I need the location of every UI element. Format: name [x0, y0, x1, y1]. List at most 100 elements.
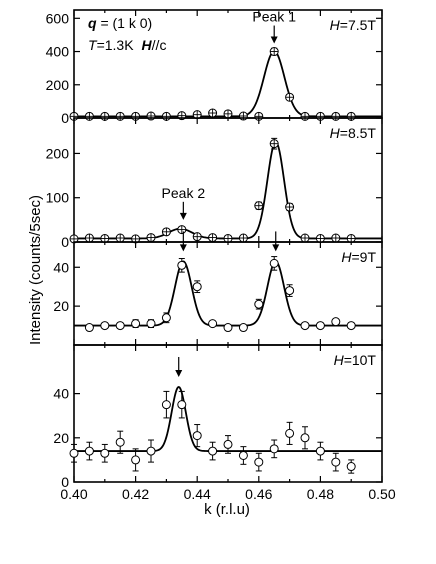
data-point	[300, 111, 310, 121]
point-marker	[84, 446, 94, 456]
point-marker	[346, 462, 356, 472]
x-tick-label: 0.40	[60, 486, 87, 502]
y-tick-label: 0	[61, 110, 69, 126]
data-point	[177, 258, 187, 273]
temperature-value: =1.3K	[97, 37, 135, 53]
data-point	[300, 426, 310, 450]
data-point	[146, 439, 156, 463]
x-tick-label: 0.44	[184, 486, 211, 502]
peak-arrow-head	[272, 244, 280, 252]
field-label: H=7.5T	[330, 17, 377, 33]
point-marker	[223, 323, 233, 333]
x-tick-label: 0.50	[368, 486, 395, 502]
data-point	[192, 110, 202, 120]
data-point	[146, 111, 156, 121]
point-marker	[315, 321, 325, 331]
field-value: =7.5T	[340, 17, 377, 33]
data-point	[131, 319, 141, 329]
field-value: =10T	[344, 352, 377, 368]
point-marker	[177, 400, 187, 410]
data-point	[223, 435, 233, 454]
data-point	[177, 225, 187, 235]
y-tick-label: 100	[46, 190, 70, 206]
data-point	[254, 298, 264, 310]
data-point	[269, 137, 279, 150]
data-point	[115, 321, 125, 331]
field-symbol: H	[341, 249, 352, 265]
data-point	[100, 443, 110, 463]
field-symbol: H	[334, 352, 345, 368]
x-tick-label: 0.46	[245, 486, 272, 502]
peak-label: Peak 2	[162, 185, 206, 201]
data-point	[115, 430, 125, 454]
data-point	[269, 439, 279, 459]
x-tick-label: 0.42	[122, 486, 149, 502]
data-point	[115, 111, 125, 121]
y-tick-label: 200	[46, 145, 70, 161]
point-marker	[269, 444, 279, 454]
y-tick-label: 40	[53, 259, 69, 275]
fit-curve	[74, 140, 382, 240]
data-point	[238, 233, 248, 243]
data-point	[192, 232, 202, 242]
data-point	[315, 441, 325, 461]
field-label: H=10T	[334, 352, 377, 368]
data-point	[269, 47, 279, 57]
y-tick-label: 0	[61, 474, 69, 490]
peak-arrow-head	[175, 369, 183, 377]
point-marker	[346, 321, 356, 331]
data-point	[84, 323, 94, 333]
data-point	[146, 233, 156, 243]
data-point	[331, 317, 341, 327]
point-marker	[192, 431, 202, 441]
data-point	[254, 201, 264, 211]
q-vector-text: q = (1 k 0)	[88, 15, 152, 31]
point-marker	[254, 457, 264, 467]
panel-4: 0 20 40 H=10T	[53, 344, 383, 490]
data-point	[346, 459, 356, 474]
data-point	[161, 390, 171, 419]
y-tick-label: 600	[46, 10, 70, 26]
data-point	[315, 321, 325, 331]
point-marker	[161, 313, 171, 323]
point-marker	[69, 448, 79, 458]
y-tick-label: 400	[46, 44, 70, 60]
peak-arrow-head	[179, 244, 187, 252]
point-marker	[115, 437, 125, 447]
panel-3: 20 40 H=9T	[53, 231, 383, 346]
field-value: =8.5T	[340, 125, 377, 141]
point-marker	[100, 448, 110, 458]
x-tick-label: 0.48	[307, 486, 334, 502]
data-point	[238, 323, 248, 333]
point-marker	[238, 450, 248, 460]
q-value: = (1 k 0)	[97, 15, 153, 31]
data-point	[131, 448, 141, 472]
data-point	[208, 441, 218, 461]
data-point	[161, 227, 171, 237]
y-tick-label: 40	[53, 386, 69, 402]
point-marker	[146, 446, 156, 456]
field-symbol: H	[330, 125, 341, 141]
point-marker	[223, 439, 233, 449]
field-value: =9T	[351, 249, 376, 265]
data-point	[69, 443, 79, 463]
data-point	[100, 321, 110, 331]
point-marker	[269, 258, 279, 268]
point-marker	[84, 323, 94, 333]
q-label: q	[88, 15, 97, 31]
data-point	[208, 108, 218, 118]
field-direction-value: //c	[152, 37, 167, 53]
data-point	[254, 452, 264, 472]
point-marker	[208, 446, 218, 456]
point-marker	[177, 260, 187, 270]
point-marker	[146, 319, 156, 329]
y-tick-label: 0	[61, 234, 69, 250]
field-label: H=8.5T	[330, 125, 377, 141]
conditions-text: T=1.3K H//c	[88, 37, 166, 53]
data-point	[208, 319, 218, 329]
fit-curve	[74, 260, 382, 327]
y-tick-label: 20	[53, 430, 69, 446]
data-point	[346, 321, 356, 331]
point-marker	[192, 282, 202, 292]
